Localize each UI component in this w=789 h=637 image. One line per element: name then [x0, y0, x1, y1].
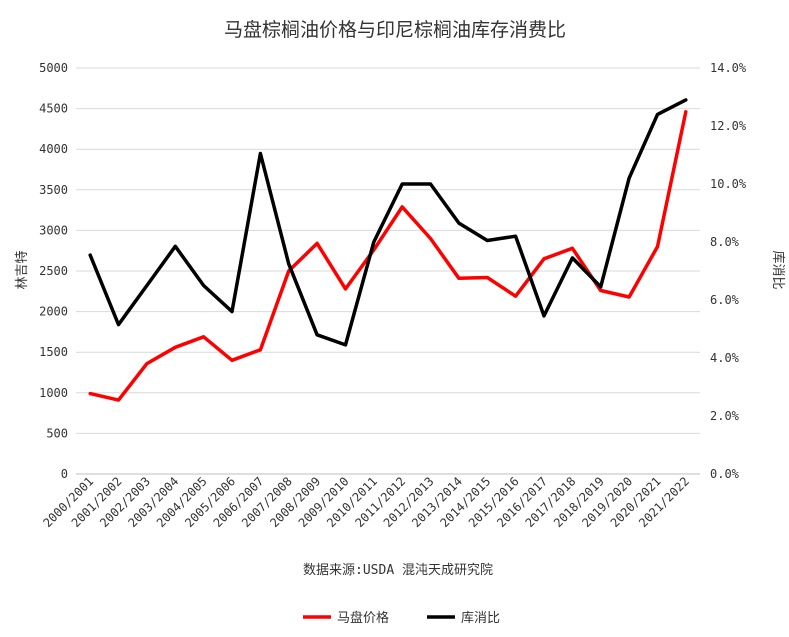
right-tick-label: 6.0% — [710, 293, 740, 307]
series-line-0 — [88, 110, 688, 402]
legend-label: 库消比 — [461, 610, 500, 626]
left-tick-label: 4500 — [39, 102, 68, 116]
left-tick-label: 2000 — [39, 305, 68, 319]
x-axis-ticks: 2000/20012001/20022002/20032003/20042004… — [40, 474, 692, 530]
right-tick-label: 2.0% — [710, 409, 740, 423]
left-tick-label: 0 — [61, 467, 68, 481]
right-tick-label: 8.0% — [710, 235, 740, 249]
chart-title: 马盘棕榈油价格与印尼棕榈油库存消费比 — [224, 19, 566, 41]
left-tick-label: 5000 — [39, 61, 68, 75]
left-tick-label: 4000 — [39, 142, 68, 156]
left-tick-label: 2500 — [39, 264, 68, 278]
left-tick-label: 1000 — [39, 386, 68, 400]
right-axis-ticks: 0.0% 2.0% 4.0% 6.0% 8.0% 10.0% 12.0% 14.0% — [710, 61, 747, 481]
left-tick-label: 1500 — [39, 345, 68, 359]
right-tick-label: 4.0% — [710, 351, 740, 365]
right-tick-label: 0.0% — [710, 467, 740, 481]
legend-label: 马盘价格 — [337, 610, 389, 626]
right-axis-title: 库消比 — [770, 250, 786, 289]
right-tick-label: 10.0% — [710, 177, 747, 191]
left-tick-label: 500 — [46, 426, 68, 440]
gridlines — [76, 67, 700, 475]
series-line-1 — [88, 98, 688, 347]
left-axis-title: 林吉特 — [15, 250, 30, 289]
left-tick-label: 3000 — [39, 223, 68, 237]
series-lines — [88, 98, 688, 402]
legend: 马盘价格 库消比 — [303, 610, 500, 626]
source-note: 数据来源:USDA 混沌天成研究院 — [303, 563, 493, 578]
left-tick-label: 3500 — [39, 183, 68, 197]
left-axis-ticks: 0 500 1000 1500 2000 2500 3000 3500 4000 4500 5000 — [39, 61, 68, 481]
right-tick-label: 12.0% — [710, 119, 747, 133]
right-tick-label: 14.0% — [710, 61, 747, 75]
